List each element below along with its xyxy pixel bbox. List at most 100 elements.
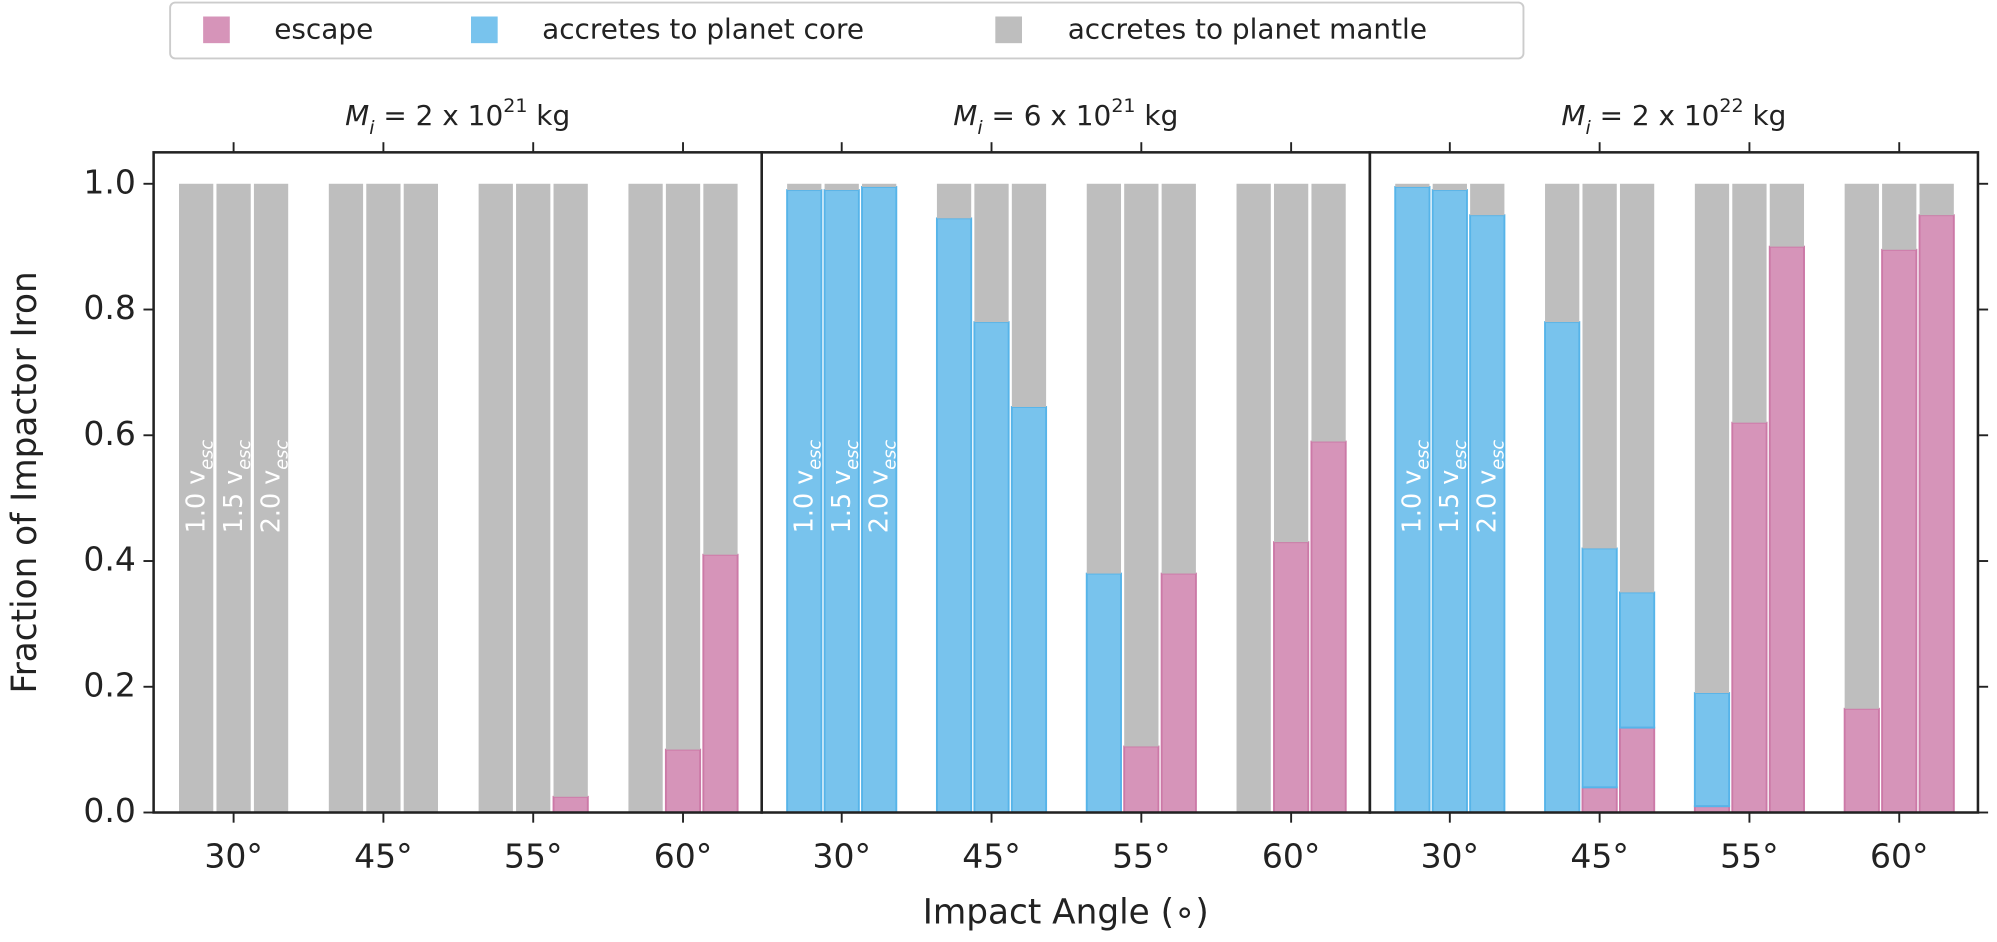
bar-label-part: 1.5 v — [218, 470, 248, 533]
bar-segment — [1581, 786, 1618, 814]
bar-segment — [1918, 214, 1955, 814]
bar-label: 1.5 vesc — [218, 440, 255, 534]
bar-segment — [1768, 245, 1805, 814]
bar-label-part: esc — [1451, 440, 1471, 470]
x-tick-label: 45° — [354, 837, 413, 876]
bar-segment — [1432, 183, 1467, 191]
x-tick-label: 60° — [1262, 837, 1321, 876]
x-axis-label: Impact Angle (∘) — [923, 893, 1209, 933]
bar-segment — [703, 183, 738, 555]
bar-segment — [935, 217, 973, 814]
bar-segment — [787, 183, 822, 191]
bar-segment — [1919, 183, 1954, 216]
bar-segment — [552, 795, 589, 814]
bar-segment — [824, 183, 859, 191]
title-part: M — [953, 99, 977, 132]
bar-segment — [1618, 726, 1656, 814]
bar-segment — [823, 189, 860, 814]
title-part: = 2 x 10 — [1591, 99, 1720, 132]
bar-label: 2.0 vesc — [863, 440, 900, 534]
bar-segment — [702, 553, 739, 814]
x-tick-label: 60° — [1870, 837, 1929, 876]
x-tick-label: 55° — [1112, 837, 1171, 876]
title-part: M — [1561, 99, 1585, 132]
bar-label-part: esc — [1414, 440, 1434, 470]
bar-segment — [862, 183, 897, 187]
bar-label-part: 2.0 v — [255, 470, 285, 533]
bar-segment — [1881, 248, 1918, 814]
bar-label-part: 1.0 v — [1397, 470, 1427, 533]
bar-segment — [1732, 183, 1767, 423]
bar-segment — [366, 183, 401, 813]
bar-segment — [1310, 440, 1347, 814]
bar-segment — [1010, 406, 1048, 814]
x-tick-label: 30° — [204, 837, 263, 876]
bar-label-part: 2.0 v — [863, 470, 893, 533]
bar-segment — [216, 183, 251, 813]
bar-segment — [328, 183, 364, 813]
bar-label-part: 1.0 v — [180, 470, 210, 533]
bar-label-part: 2.0 v — [1472, 470, 1502, 533]
bar-segment — [1843, 707, 1880, 814]
bar-segment — [1395, 183, 1430, 187]
bar-label-part: 1.0 v — [789, 470, 819, 533]
panel-title: Mi = 2 x 1022 kg — [1561, 94, 1786, 138]
bar-label-part: esc — [235, 440, 255, 470]
x-tick-label: 45° — [1570, 837, 1629, 876]
title-part: kg — [1136, 99, 1179, 132]
bar-segment — [1273, 183, 1309, 543]
title-part: 21 — [1111, 94, 1135, 116]
x-tick-label: 55° — [504, 837, 563, 876]
legend-swatch — [471, 16, 498, 44]
bar-segment — [1693, 692, 1731, 808]
bar-segment — [1694, 183, 1730, 694]
bar-segment — [861, 185, 898, 814]
y-tick-label: 0.6 — [83, 414, 135, 453]
panel-frame — [1368, 151, 1980, 814]
bar-segment — [1086, 183, 1122, 574]
panel-title: Mi = 6 x 1021 kg — [953, 94, 1178, 138]
legend-swatch — [203, 16, 230, 44]
bar-label: 1.5 vesc — [1434, 440, 1471, 534]
bar-segment — [1123, 745, 1160, 814]
bar-label: 1.0 vesc — [180, 440, 217, 534]
bar-segment — [516, 183, 551, 813]
title-part: 21 — [503, 94, 527, 116]
bar-segment — [1236, 183, 1271, 813]
bar-segment — [179, 183, 214, 813]
bar-label: 1.0 vesc — [1397, 440, 1434, 534]
bar-label-part: esc — [843, 440, 863, 470]
legend-label: accretes to planet core — [542, 12, 864, 45]
bar-segment — [1160, 572, 1197, 814]
x-tick-label: 30° — [1421, 837, 1480, 876]
bar-segment — [628, 183, 663, 813]
x-tick-label: 60° — [654, 837, 713, 876]
y-axis-label: Fraction of Impactor Iron — [5, 271, 45, 693]
bar-segment — [478, 183, 513, 813]
legend-label: accretes to planet mantle — [1068, 12, 1427, 45]
x-tick-label: 30° — [812, 837, 870, 876]
y-tick-label: 0.4 — [83, 540, 135, 579]
y-tick-label: 1.0 — [83, 162, 135, 201]
bar-label: 1.5 vesc — [826, 440, 863, 534]
title-part: kg — [1744, 99, 1787, 132]
bar-segment — [936, 183, 972, 219]
bar-segment — [1273, 541, 1310, 814]
bar-label-part: 1.5 v — [1434, 470, 1464, 533]
legend-label: escape — [274, 12, 373, 45]
bar-segment — [1544, 321, 1581, 814]
bar-label-part: esc — [880, 440, 900, 470]
bar-label: 2.0 vesc — [1472, 440, 1509, 534]
bar-label-part: esc — [272, 440, 292, 470]
bar-label-part: esc — [806, 440, 826, 470]
title-part: i — [1585, 116, 1591, 138]
bar-segment — [974, 183, 1009, 323]
bar-segment — [1545, 183, 1580, 323]
bar-segment — [1731, 421, 1768, 814]
bar-segment — [403, 183, 438, 813]
bar-label: 1.0 vesc — [789, 440, 826, 534]
legend-swatch — [995, 16, 1022, 44]
y-tick-label: 0.0 — [83, 791, 135, 830]
